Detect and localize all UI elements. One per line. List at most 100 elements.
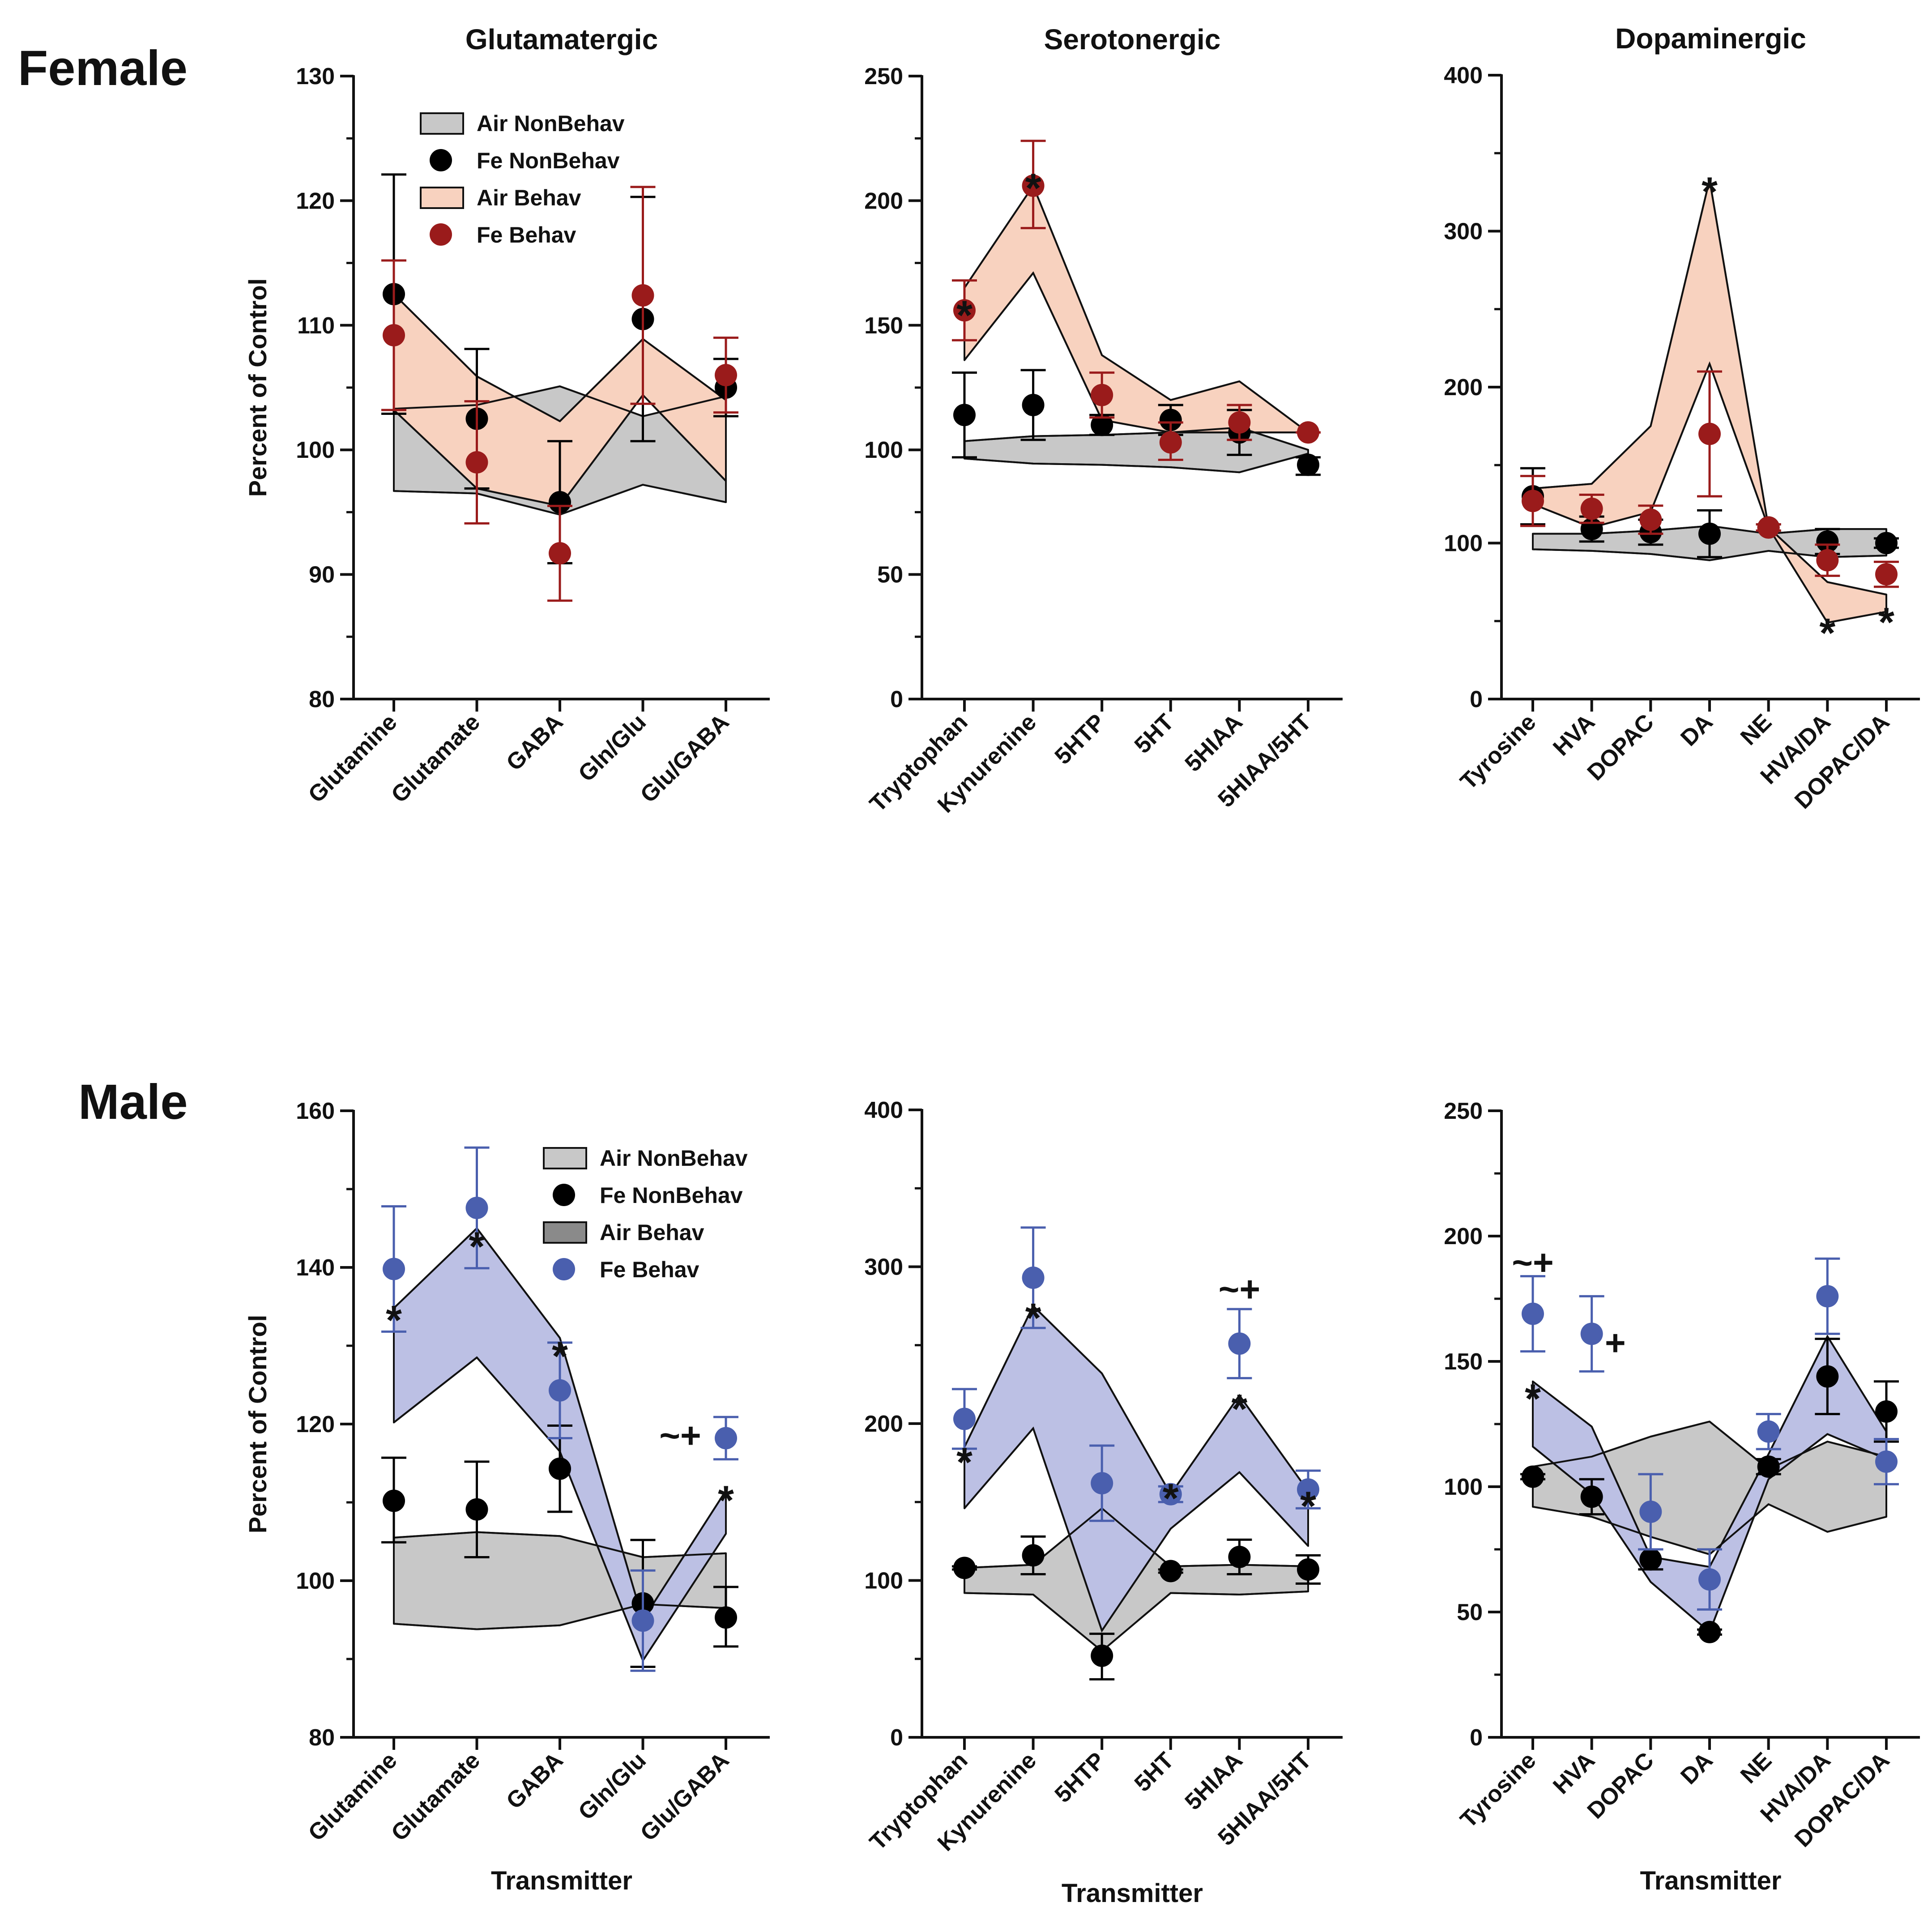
band-edge-upper [393,1227,727,1622]
significance-marker: * [386,1298,402,1343]
data-point [715,364,737,387]
band-edge-upper [1532,1420,1887,1471]
data-point [1091,1472,1113,1495]
data-point [465,1498,488,1521]
y-tick-label: 100 [296,437,335,463]
data-point [1875,563,1898,586]
y-tick-label: 0 [890,687,903,712]
y-tick-label: 140 [296,1255,335,1281]
data-point [1297,421,1319,444]
y-tick-label: 100 [1444,1474,1483,1500]
legend-swatch [543,1147,587,1169]
y-tick-label: 200 [864,188,903,214]
chart-title: Glutamatergic [465,23,658,55]
band-edge-upper [393,293,727,422]
data-point [1228,1545,1251,1568]
y-tick-label: 0 [1470,687,1483,712]
data-point [1522,1465,1544,1488]
significance-marker: * [1025,1296,1041,1341]
band-edge-upper [393,1531,726,1558]
y-tick-label: 80 [309,1725,335,1751]
band-edge-upper [393,385,726,418]
y-tick-label: 50 [1457,1599,1483,1625]
data-point [1639,508,1662,531]
data-point [1522,1302,1544,1325]
legend-label: Air NonBehav [477,111,625,136]
y-tick-label: 200 [1444,375,1483,401]
data-point [383,1258,405,1280]
x-tick-label: DOPAC [1582,1747,1659,1824]
series-fe-nonbehav [952,369,1321,476]
data-point [1698,1568,1721,1591]
significance-marker: * [1300,1484,1316,1529]
band-edge-lower [393,1603,726,1630]
data-point [1228,1332,1251,1355]
x-tick-label: NE [1736,709,1777,750]
legend-label: Air Behav [477,185,581,210]
x-tick-label: Glutamate [386,1747,485,1846]
x-tick-label: Glu/GABA [635,709,734,808]
data-point [1698,522,1721,545]
x-tick-label: 5HT [1130,709,1179,759]
significance-marker: * [552,1334,568,1379]
row-label-male: Male [78,1075,188,1130]
data-point [1757,516,1780,539]
significance-marker: * [718,1478,734,1523]
x-tick-label: 5HTP [1050,1747,1110,1808]
y-tick-label: 250 [1444,1098,1483,1124]
y-tick-label: 0 [1470,1725,1483,1751]
significance-marker: * [1163,1476,1179,1522]
data-point [1875,1450,1898,1473]
x-tick-label: Glu/GABA [635,1747,734,1846]
x-tick-label: DA [1676,1747,1718,1789]
band-edge-upper [964,426,1309,451]
data-point [1022,174,1045,197]
legend: Air NonBehav Fe NonBehav Air Behav Fe Behav [543,1146,748,1282]
legend: Air NonBehav Fe NonBehav Air Behav Fe Behav [420,111,625,247]
data-point [465,451,488,474]
legend-label: Fe Behav [477,222,576,247]
x-axis-label: Transmitter [1062,1879,1203,1908]
data-point [953,1557,976,1579]
y-tick-label: 120 [296,1412,335,1437]
y-tick-label: 100 [1444,531,1483,557]
data-point [549,1457,571,1480]
data-point [1159,431,1182,454]
data-point [1297,1558,1319,1581]
data-point [1816,1365,1839,1388]
data-point [549,542,571,565]
significance-marker: ~+ [659,1416,701,1455]
x-tick-label: 5HTP [1050,709,1110,769]
band-edge-upper [964,1507,1309,1569]
x-tick-label: GABA [501,709,568,776]
band-air-behav [964,184,1309,434]
data-point [1297,453,1319,476]
data-point [1159,1483,1182,1506]
legend-marker [553,1258,575,1280]
y-tick-label: 200 [864,1411,903,1437]
significance-marker: * [956,293,972,338]
x-tick-label: NE [1736,1747,1777,1788]
x-tick-label: Glutamate [386,709,485,808]
y-tick-label: 400 [864,1097,903,1123]
y-tick-label: 300 [864,1254,903,1280]
data-point [1580,1322,1603,1345]
significance-marker: * [469,1224,485,1270]
series-fe-nonbehav [952,1535,1321,1680]
significance-marker: * [1525,1376,1541,1422]
data-point [1698,422,1721,445]
data-point [1816,530,1839,553]
y-tick-label: 200 [1444,1224,1483,1250]
data-point [953,1407,976,1430]
y-axis-label: Percent of Control [243,278,272,497]
data-point [1757,1420,1780,1443]
legend-swatch [420,112,464,135]
legend-swatch [420,187,464,209]
x-tick-label: Glutamine [303,709,402,808]
legend-label: Fe NonBehav [477,148,620,173]
data-point [1091,414,1113,436]
x-tick-label: Tyrosine [1455,709,1541,795]
